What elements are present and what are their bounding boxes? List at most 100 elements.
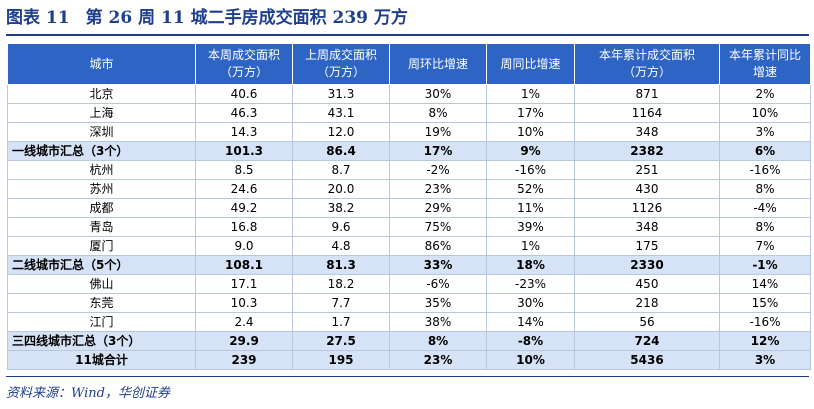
value-cell: -6% [389,274,487,294]
value-cell: 1% [486,236,575,256]
value-cell: 348 [574,122,720,142]
value-cell: 8% [389,331,487,351]
value-cell: 9% [486,141,575,161]
value-cell: 14% [719,274,811,294]
table-header-row: 城市 本周成交面积（万方） 上周成交面积（万方） 周环比增速 周同比增速 本年累… [7,43,811,85]
subtotal-row: 一线城市汇总（3个） 101.3 86.4 17% 9% 2382 6% [7,141,811,161]
table-row: 北京 40.6 31.3 30% 1% 871 2% [7,84,811,104]
data-table: 城市 本周成交面积（万方） 上周成交面积（万方） 周环比增速 周同比增速 本年累… [7,43,811,370]
value-cell: 38% [389,312,487,332]
city-cell: 三四线城市汇总（3个） [7,331,196,351]
value-cell: -23% [486,274,575,294]
value-cell: 175 [574,236,720,256]
value-cell: 871 [574,84,720,104]
city-cell: 11城合计 [7,350,196,370]
value-cell: -4% [719,198,811,218]
value-cell: 450 [574,274,720,294]
value-cell: 251 [574,160,720,180]
value-cell: 12.0 [292,122,390,142]
value-cell: 43.1 [292,103,390,123]
value-cell: 2.4 [195,312,293,332]
value-cell: 52% [486,179,575,199]
value-cell: 348 [574,217,720,237]
value-cell: 18.2 [292,274,390,294]
city-cell: 青岛 [7,217,196,237]
figure-title: 图表 11 第 26 周 11 城二手房成交面积 239 万方 [6,6,806,30]
value-cell: 81.3 [292,255,390,275]
value-cell: 5436 [574,350,720,370]
value-cell: 195 [292,350,390,370]
value-cell: 1.7 [292,312,390,332]
value-cell: -16% [486,160,575,180]
value-cell: 12% [719,331,811,351]
value-cell: 56 [574,312,720,332]
city-cell: 东莞 [7,293,196,313]
value-cell: 8% [389,103,487,123]
value-cell: 23% [389,179,487,199]
value-cell: -16% [719,160,811,180]
value-cell: 15% [719,293,811,313]
value-cell: 2382 [574,141,720,161]
table-row: 江门 2.4 1.7 38% 14% 56 -16% [7,312,811,332]
table-row: 成都 49.2 38.2 29% 11% 1126 -4% [7,198,811,218]
city-cell: 江门 [7,312,196,332]
value-cell: 430 [574,179,720,199]
value-cell: 39% [486,217,575,237]
value-cell: 10.3 [195,293,293,313]
value-cell: 7% [719,236,811,256]
value-cell: 724 [574,331,720,351]
value-cell: 14% [486,312,575,332]
subtotal-row: 二线城市汇总（5个） 108.1 81.3 33% 18% 2330 -1% [7,255,811,275]
value-cell: 24.6 [195,179,293,199]
value-cell: 75% [389,217,487,237]
value-cell: 30% [486,293,575,313]
value-cell: 4.8 [292,236,390,256]
value-cell: 19% [389,122,487,142]
value-cell: 40.6 [195,84,293,104]
figure-title-text: 第 26 周 11 城二手房成交面积 239 万方 [85,8,408,28]
table-row: 佛山 17.1 18.2 -6% -23% 450 14% [7,274,811,294]
table-row: 苏州 24.6 20.0 23% 52% 430 8% [7,179,811,199]
value-cell: 23% [389,350,487,370]
value-cell: 8.7 [292,160,390,180]
header-yoy-growth: 周同比增速 [486,43,575,85]
source-divider [6,376,809,377]
city-cell: 杭州 [7,160,196,180]
city-cell: 一线城市汇总（3个） [7,141,196,161]
source-note: 资料来源：Wind，华创证券 [6,386,170,401]
value-cell: 1164 [574,103,720,123]
city-cell: 二线城市汇总（5个） [7,255,196,275]
header-last-week-area: 上周成交面积（万方） [292,43,390,85]
value-cell: 49.2 [195,198,293,218]
value-cell: 16.8 [195,217,293,237]
value-cell: 2330 [574,255,720,275]
city-cell: 佛山 [7,274,196,294]
value-cell: 6% [719,141,811,161]
figure-label: 图表 11 [6,8,70,28]
table-row: 东莞 10.3 7.7 35% 30% 218 15% [7,293,811,313]
value-cell: 17.1 [195,274,293,294]
value-cell: -8% [486,331,575,351]
value-cell: 9.6 [292,217,390,237]
city-cell: 苏州 [7,179,196,199]
value-cell: 10% [486,122,575,142]
subtotal-row: 三四线城市汇总（3个） 29.9 27.5 8% -8% 724 12% [7,331,811,351]
value-cell: 17% [486,103,575,123]
value-cell: 239 [195,350,293,370]
table-row: 杭州 8.5 8.7 -2% -16% 251 -16% [7,160,811,180]
value-cell: -16% [719,312,811,332]
header-city: 城市 [7,43,196,85]
value-cell: 27.5 [292,331,390,351]
city-cell: 北京 [7,84,196,104]
value-cell: 31.3 [292,84,390,104]
table-row: 深圳 14.3 12.0 19% 10% 348 3% [7,122,811,142]
value-cell: 14.3 [195,122,293,142]
value-cell: 2% [719,84,811,104]
value-cell: 46.3 [195,103,293,123]
value-cell: 17% [389,141,487,161]
value-cell: -1% [719,255,811,275]
city-cell: 深圳 [7,122,196,142]
value-cell: 29.9 [195,331,293,351]
table-row: 青岛 16.8 9.6 75% 39% 348 8% [7,217,811,237]
value-cell: 35% [389,293,487,313]
